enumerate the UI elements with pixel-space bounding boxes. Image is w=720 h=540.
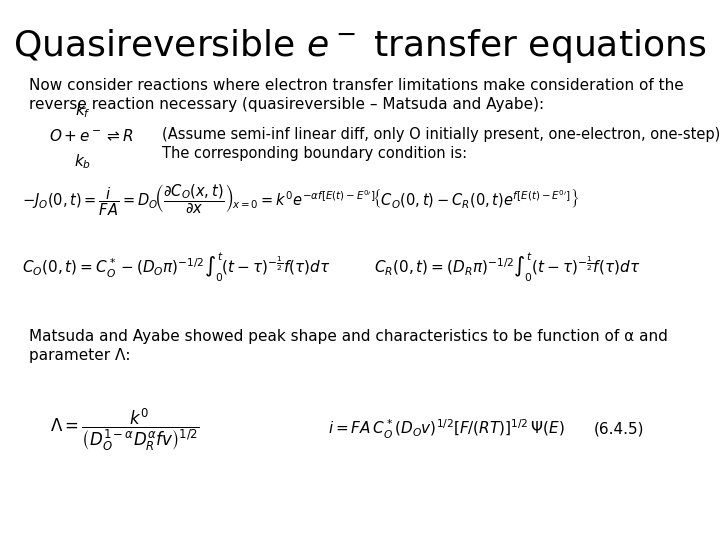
Text: $k_f$: $k_f$ xyxy=(75,101,91,120)
Text: Now consider reactions where electron transfer limitations make consideration of: Now consider reactions where electron tr… xyxy=(29,78,683,93)
Text: $\Lambda = \dfrac{k^0}{\left(D_O^{1-\alpha}D_R^{\alpha}fv\right)^{1/2}}$: $\Lambda = \dfrac{k^0}{\left(D_O^{1-\alp… xyxy=(50,406,200,453)
Text: $-J_O(0,t) = \dfrac{i}{FA} = D_O\!\left(\dfrac{\partial C_O(x,t)}{\partial x}\ri: $-J_O(0,t) = \dfrac{i}{FA} = D_O\!\left(… xyxy=(22,182,579,218)
Text: (6.4.5): (6.4.5) xyxy=(594,422,644,437)
Text: reverse reaction necessary (quasireversible – Matsuda and Ayabe):: reverse reaction necessary (quasireversi… xyxy=(29,97,544,112)
Text: (Assume semi-inf linear diff, only O initially present, one-electron, one-step): (Assume semi-inf linear diff, only O ini… xyxy=(162,127,720,143)
Text: $C_O(0,t) = C_O^* - (D_O\pi)^{-1/2}\int_0^t (t-\tau)^{-\frac{1}{2}}f(\tau)d\tau$: $C_O(0,t) = C_O^* - (D_O\pi)^{-1/2}\int_… xyxy=(22,251,330,284)
Text: Quasireversible $e^-$ transfer equations: Quasireversible $e^-$ transfer equations xyxy=(13,27,707,65)
Text: $k_b$: $k_b$ xyxy=(74,152,91,171)
Text: The corresponding boundary condition is:: The corresponding boundary condition is: xyxy=(162,146,467,161)
Text: $C_R(0,t) = (D_R\pi)^{-1/2}\int_0^t (t-\tau)^{-\frac{1}{2}}f(\tau)d\tau$: $C_R(0,t) = (D_R\pi)^{-1/2}\int_0^t (t-\… xyxy=(374,251,641,284)
Text: parameter Λ:: parameter Λ: xyxy=(29,348,130,363)
Text: $i = FA\,C_O^*(D_O v)^{1/2}[F/(RT)]^{1/2}\,\Psi(E)$: $i = FA\,C_O^*(D_O v)^{1/2}[F/(RT)]^{1/2… xyxy=(328,418,564,441)
Text: Matsuda and Ayabe showed peak shape and characteristics to be function of α and: Matsuda and Ayabe showed peak shape and … xyxy=(29,329,667,345)
Text: $O + e^-\rightleftharpoons R$: $O + e^-\rightleftharpoons R$ xyxy=(49,128,133,144)
